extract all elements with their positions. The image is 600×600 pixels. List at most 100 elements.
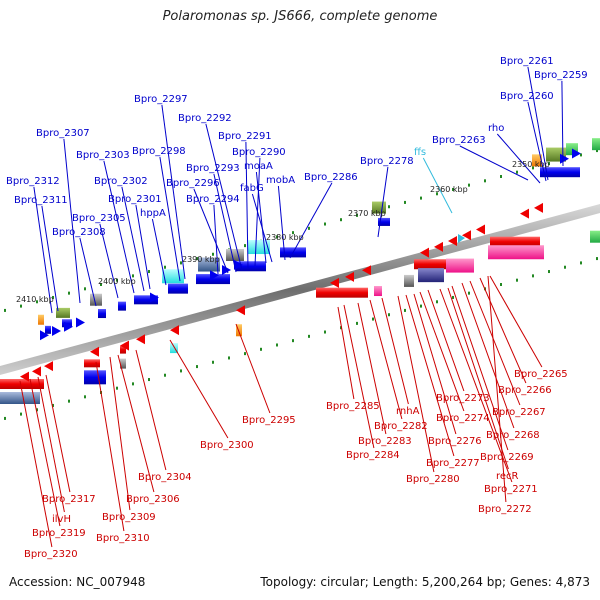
tick-dot [228,356,230,360]
leader-line [121,186,145,292]
tick-dot [500,175,502,178]
tick-dot [580,153,582,157]
gene-arrow [448,236,457,247]
tick-dot [468,183,470,187]
kbp-label: 2360 kbp [430,185,468,194]
leader-line [255,171,267,264]
leader-line [205,123,243,271]
leader-line [161,104,186,280]
forward-gene-label: Bpro_2260 [500,91,554,102]
gene-block [316,287,368,298]
map-title: Polaromonas sp. JS666, complete genome [162,9,438,24]
gene-arrow [76,317,85,328]
forward-gene-label: Bpro_2305 [72,213,126,224]
tick-dot [36,408,38,412]
tick-dot [180,369,182,373]
forward-gene-label: fabG [240,183,264,194]
forward-gene-label: Bpro_2302 [94,176,148,187]
leader-line [37,376,65,513]
gene-arrow [32,366,41,377]
gene-block [56,307,70,318]
tick-dot [356,213,358,217]
forward-gene-label: Bpro_2263 [432,135,486,146]
gene-block [90,293,102,306]
reverse-gene-label: Bpro_2269 [480,452,534,463]
tick-dot [436,192,438,196]
reverse-gene-label: Bpro_2266 [498,385,552,396]
forward-gene-label: Bpro_2308 [52,227,106,238]
leader-line [343,304,375,449]
leader-line [419,291,465,412]
tick-dot [84,395,86,399]
leader-line [29,378,61,527]
leader-line [19,380,53,548]
gene-block [592,138,600,151]
leader-line [213,204,219,275]
leader-line [135,349,167,471]
leader-line [381,297,409,405]
reverse-gene-label: Bpro_2276 [428,436,482,447]
reverse-gene-label: Bpro_2268 [486,430,540,441]
tick-dot [596,257,598,261]
gene-arrow [44,361,53,372]
forward-gene-label: Bpro_2311 [14,195,68,206]
leader-line [109,356,131,511]
reverse-gene-label: Bpro_2300 [200,440,254,451]
tick-dot [452,187,454,191]
leader-line [213,173,237,273]
reverse-gene-label: Bpro_2319 [32,528,86,539]
leader-line [561,80,564,167]
gene-block [134,295,158,305]
gene-block [236,261,266,272]
gene-arrow [476,224,485,235]
tick-dot [180,261,182,265]
leader-line [79,237,97,307]
gene-block [98,309,106,319]
tick-dot [20,412,22,416]
gene-block [446,258,474,273]
gene-arrow [330,277,339,288]
reverse-gene-label: Bpro_2295 [242,415,296,426]
reverse-gene-label: Bpro_2317 [42,494,96,505]
leader-line [117,354,155,493]
forward-gene-label: Bpro_2312 [6,176,60,187]
tick-dot [244,244,246,248]
gene-arrow [210,270,219,281]
leader-line [397,295,435,473]
forward-gene-label: Bpro_2298 [132,146,186,157]
reverse-gene-label: Bpro_2284 [346,450,400,461]
gene-block [196,274,230,285]
leader-line [459,145,529,181]
tick-dot [340,326,342,330]
leader-line [496,133,541,184]
chromosome-backbone [0,204,600,375]
forward-gene-label: Bpro_2286 [304,172,358,183]
gene-arrow [40,330,49,341]
gene-arrow [90,346,99,357]
tick-dot [212,252,214,256]
tick-dot [52,403,54,407]
forward-gene-label: Bpro_2293 [186,163,240,174]
gene-block [170,343,178,354]
leader-line [527,66,549,181]
tick-dot [580,261,582,265]
reverse-gene-label: Bpro_2265 [514,369,568,380]
gene-block [590,230,600,243]
leader-line [405,294,455,457]
tick-dot [500,283,502,286]
tick-dot [484,179,486,183]
forward-gene-label: Bpro_2291 [218,131,272,142]
forward-gene-label: Bpro_2307 [36,128,90,139]
leader-line [377,166,389,238]
gene-block [0,379,44,389]
tick-dot [532,274,534,278]
tick-dot [404,308,406,312]
tick-dot [36,300,38,304]
gene-block [540,167,580,178]
forward-gene-label: Bpro_2296 [166,178,220,189]
reverse-gene-label: Bpro_2272 [478,504,532,515]
leader-lines [19,66,564,548]
reverse-gene-label: Bpro_2304 [138,472,192,483]
tick-dot [164,373,166,377]
